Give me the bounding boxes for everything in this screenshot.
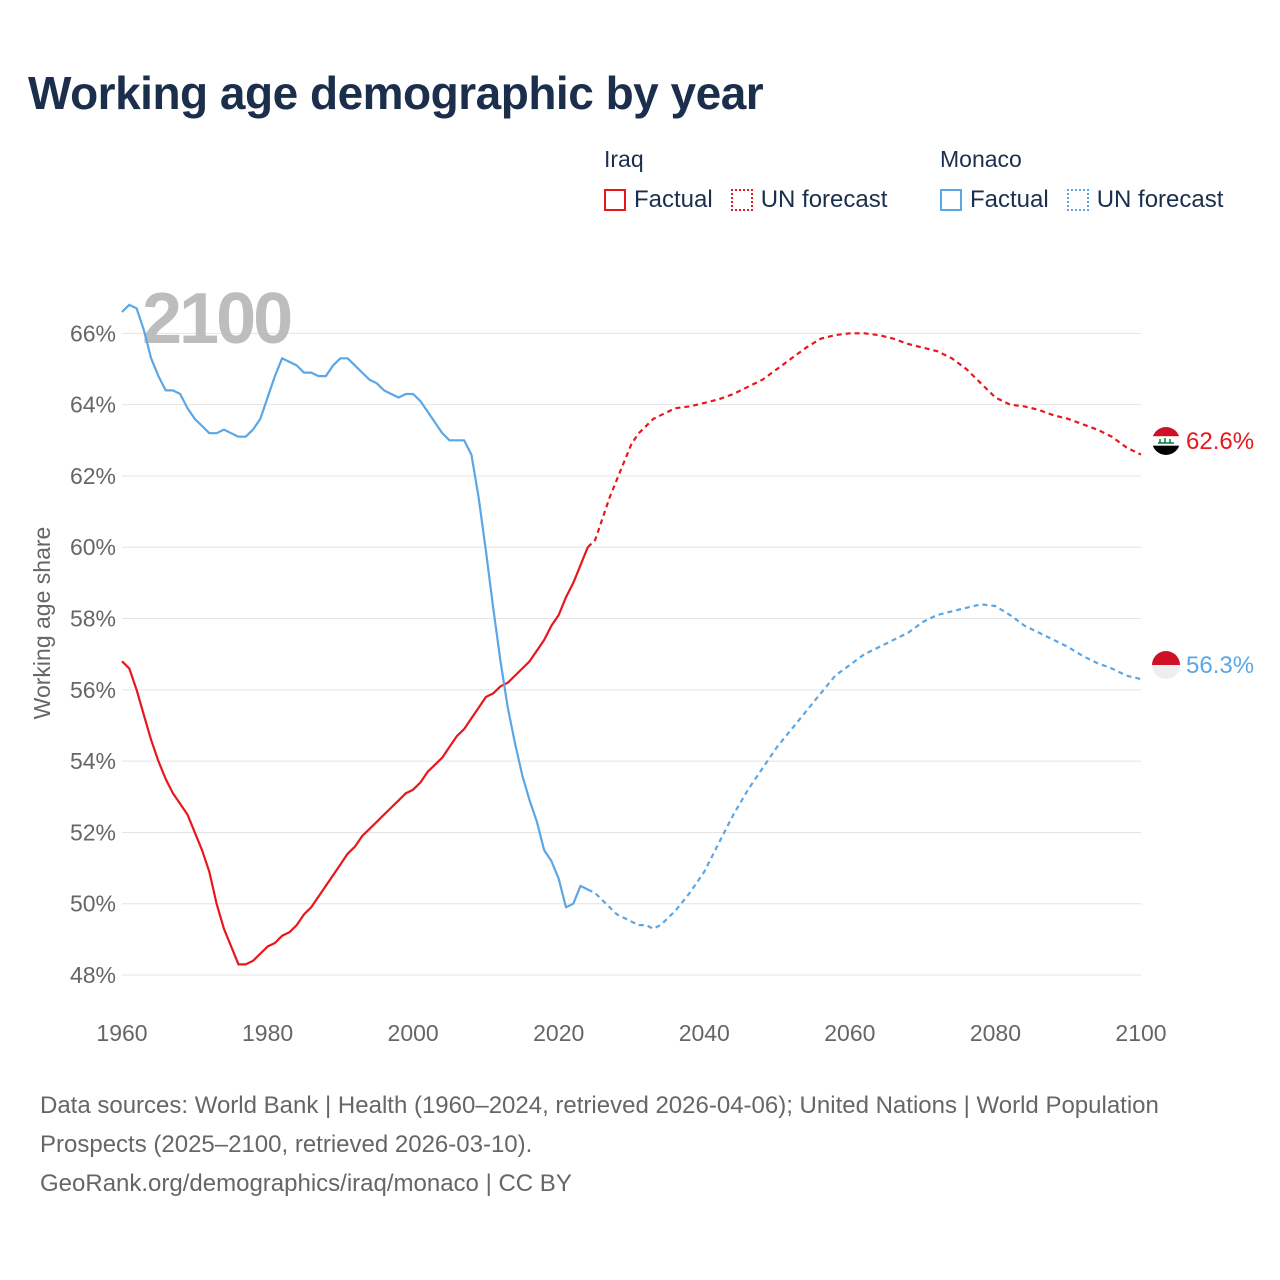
legend-country-label: Monaco bbox=[940, 146, 1022, 172]
legend-country-label: Iraq bbox=[604, 146, 644, 172]
legend-label: UN forecast bbox=[1096, 186, 1224, 213]
y-tick-label: 56% bbox=[70, 677, 116, 703]
legend-monaco: Monaco Factual UN forecast bbox=[940, 144, 1241, 214]
y-tick-label: 64% bbox=[70, 392, 116, 418]
series-lines bbox=[121, 303, 1142, 966]
iraq-factual-line bbox=[121, 546, 589, 966]
y-tick-label: 58% bbox=[70, 606, 116, 632]
flag-stripe bbox=[1152, 436, 1180, 446]
legend-monaco-factual[interactable]: Factual bbox=[940, 186, 1049, 214]
x-tick-label: 1980 bbox=[242, 1020, 293, 1046]
gridlines bbox=[122, 332, 1141, 976]
y-tick-label: 50% bbox=[70, 891, 116, 917]
x-axis: 1960 1980 2000 2020 2040 2060 2080 2100 bbox=[96, 1020, 1166, 1046]
x-tick-label: 2080 bbox=[970, 1020, 1021, 1046]
monaco-factual-line bbox=[121, 303, 589, 909]
monaco-flag-icon bbox=[1152, 651, 1180, 679]
legend-monaco-forecast[interactable]: UN forecast bbox=[1066, 186, 1224, 214]
iraq-forecast-line bbox=[587, 332, 1142, 548]
year-watermark: 2100 bbox=[142, 279, 291, 359]
y-tick-label: 54% bbox=[70, 748, 116, 774]
flag-stripe bbox=[1152, 651, 1180, 665]
flag-stripe bbox=[1152, 427, 1180, 437]
flag-stripe bbox=[1152, 445, 1180, 455]
legend-iraq-forecast[interactable]: UN forecast bbox=[730, 186, 888, 214]
y-tick-label: 62% bbox=[70, 463, 116, 489]
chart-title: Working age demographic by year bbox=[28, 67, 764, 119]
flag-script bbox=[1158, 438, 1174, 444]
data-sources-text: Data sources: World Bank | Health (1960–… bbox=[40, 1092, 1159, 1158]
iraq-flag-icon bbox=[1152, 427, 1180, 455]
dotted-line-swatch-icon bbox=[1066, 189, 1089, 211]
solid-line-swatch-icon bbox=[940, 189, 962, 211]
solid-line-swatch-icon bbox=[604, 189, 626, 211]
monaco-forecast-line bbox=[587, 603, 1142, 930]
y-tick-label: 52% bbox=[70, 819, 116, 845]
iraq-end-label: 62.6% bbox=[1186, 428, 1254, 455]
footer: Data sources: World Bank | Health (1960–… bbox=[40, 1086, 1220, 1203]
legend-label: Factual bbox=[970, 186, 1049, 213]
credit-text: GeoRank.org/demographics/iraq/monaco | C… bbox=[40, 1170, 572, 1197]
x-tick-label: 2000 bbox=[388, 1020, 439, 1046]
y-tick-label: 48% bbox=[70, 962, 116, 988]
line-chart: 48% 50% 52% 54% 56% 58% 60% 62% 64% 66% 1960 1980 2… bbox=[29, 279, 1254, 1046]
y-tick-label: 60% bbox=[70, 534, 116, 560]
flag-stripe bbox=[1152, 665, 1180, 679]
legend-label: Factual bbox=[634, 186, 713, 213]
legend-iraq-factual[interactable]: Factual bbox=[604, 186, 713, 214]
y-tick-label: 66% bbox=[70, 320, 116, 346]
y-axis: 48% 50% 52% 54% 56% 58% 60% 62% 64% 66% bbox=[70, 320, 116, 988]
legend-iraq: Iraq Factual UN forecast bbox=[604, 144, 905, 214]
x-tick-label: 2060 bbox=[824, 1020, 875, 1046]
x-tick-label: 1960 bbox=[96, 1020, 147, 1046]
x-tick-label: 2100 bbox=[1115, 1020, 1166, 1046]
legend-label: UN forecast bbox=[760, 186, 888, 213]
x-tick-label: 2040 bbox=[679, 1020, 730, 1046]
dotted-line-swatch-icon bbox=[730, 189, 753, 211]
monaco-end-label: 56.3% bbox=[1186, 652, 1254, 679]
y-axis-label: Working age share bbox=[29, 527, 55, 720]
x-tick-label: 2020 bbox=[533, 1020, 584, 1046]
